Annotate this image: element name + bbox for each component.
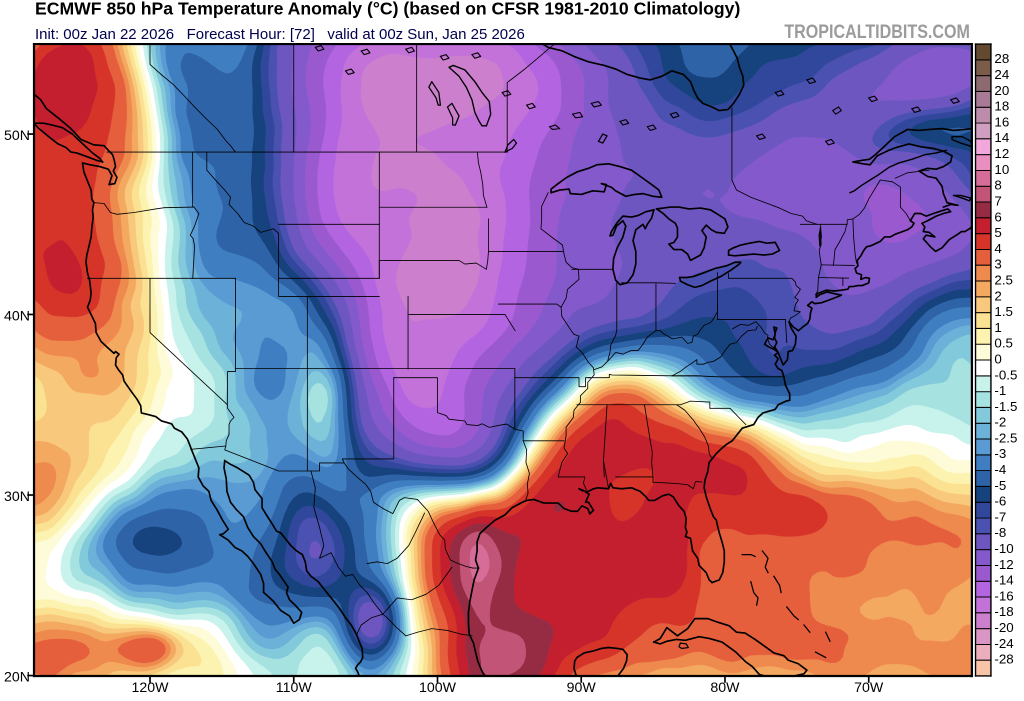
svg-text:1: 1 — [994, 320, 1001, 335]
svg-text:-12: -12 — [994, 557, 1013, 572]
svg-text:-24: -24 — [994, 636, 1014, 651]
svg-text:-2.5: -2.5 — [994, 431, 1017, 446]
svg-text:-28: -28 — [994, 652, 1013, 667]
svg-text:24: 24 — [994, 67, 1009, 82]
svg-text:-6: -6 — [994, 494, 1006, 509]
svg-text:-10: -10 — [994, 541, 1013, 556]
svg-text:ECMWF 850 hPa Temperature Anom: ECMWF 850 hPa Temperature Anomaly (°C) (… — [35, 0, 740, 19]
svg-text:-3: -3 — [994, 446, 1006, 461]
svg-text:30N: 30N — [4, 489, 30, 505]
svg-text:-20: -20 — [994, 620, 1013, 635]
svg-text:4: 4 — [994, 241, 1002, 256]
svg-text:2.5: 2.5 — [994, 272, 1013, 287]
svg-text:7: 7 — [994, 193, 1001, 208]
svg-text:-7: -7 — [994, 509, 1006, 524]
svg-text:18: 18 — [994, 99, 1009, 114]
svg-text:-1: -1 — [994, 383, 1006, 398]
svg-text:120W: 120W — [132, 680, 170, 696]
svg-text:8: 8 — [994, 178, 1001, 193]
svg-text:2: 2 — [994, 288, 1001, 303]
svg-text:90W: 90W — [567, 680, 597, 696]
svg-text:-14: -14 — [994, 573, 1014, 588]
svg-text:6: 6 — [994, 209, 1001, 224]
svg-text:-0.5: -0.5 — [994, 367, 1017, 382]
svg-text:Init: 00z Jan 22 2026 Foreca: Init: 00z Jan 22 2026 Forecast Hour: [72… — [35, 26, 525, 43]
svg-text:50N: 50N — [4, 128, 30, 144]
svg-text:3: 3 — [994, 257, 1001, 272]
svg-text:-2: -2 — [994, 415, 1006, 430]
svg-text:80W: 80W — [710, 680, 740, 696]
svg-text:28: 28 — [994, 51, 1009, 66]
svg-text:10: 10 — [994, 162, 1009, 177]
svg-text:-18: -18 — [994, 604, 1013, 619]
svg-text:16: 16 — [994, 114, 1009, 129]
svg-text:1.5: 1.5 — [994, 304, 1013, 319]
svg-text:20: 20 — [994, 83, 1009, 98]
svg-text:40N: 40N — [4, 309, 30, 325]
svg-text:0: 0 — [994, 351, 1001, 366]
svg-text:0.5: 0.5 — [994, 336, 1013, 351]
svg-text:-16: -16 — [994, 588, 1013, 603]
svg-text:-1.5: -1.5 — [994, 399, 1017, 414]
svg-text:14: 14 — [994, 130, 1009, 145]
svg-text:5: 5 — [994, 225, 1001, 240]
svg-text:-4: -4 — [994, 462, 1006, 477]
svg-text:100W: 100W — [419, 680, 457, 696]
svg-text:70W: 70W — [854, 680, 884, 696]
svg-text:-5: -5 — [994, 478, 1006, 493]
svg-text:12: 12 — [994, 146, 1009, 161]
svg-text:-8: -8 — [994, 525, 1006, 540]
svg-text:110W: 110W — [276, 680, 313, 696]
svg-text:TROPICALTIDBITS.COM: TROPICALTIDBITS.COM — [784, 21, 970, 43]
svg-text:20N: 20N — [4, 670, 30, 686]
